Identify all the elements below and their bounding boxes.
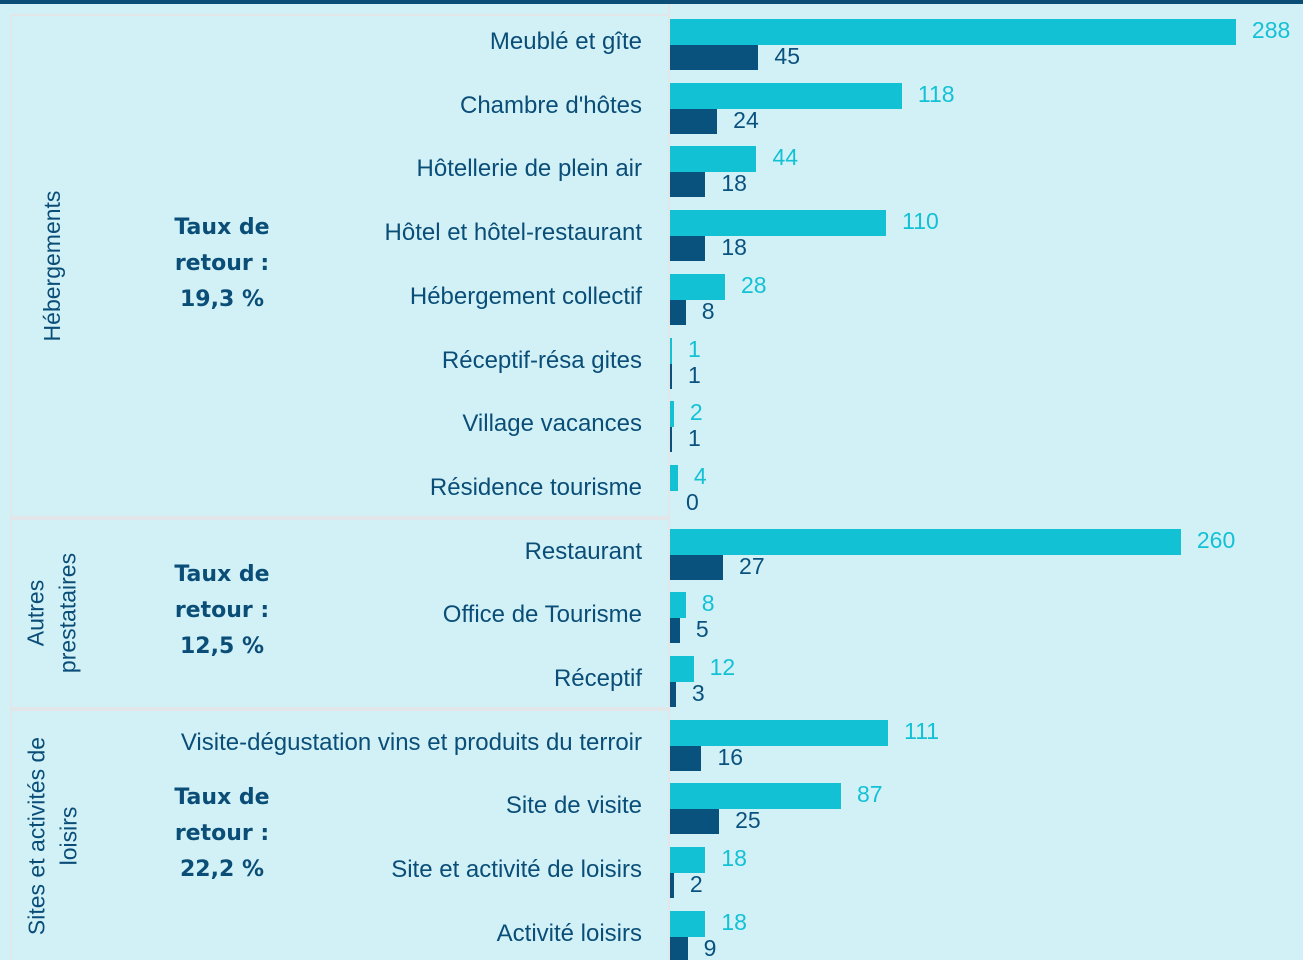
category-label: Site et activité de loisirs bbox=[391, 856, 642, 884]
group-box bbox=[10, 14, 670, 518]
bar bbox=[670, 45, 759, 70]
bar bbox=[670, 809, 720, 835]
value-label: 1 bbox=[687, 335, 701, 362]
bar bbox=[670, 873, 674, 899]
value-label: 18 bbox=[721, 234, 747, 261]
bar bbox=[670, 528, 1181, 555]
bar bbox=[670, 745, 702, 771]
bar bbox=[670, 337, 672, 364]
value-label: 0 bbox=[686, 488, 699, 515]
bar bbox=[670, 236, 706, 262]
value-label: 5 bbox=[695, 616, 709, 643]
bar bbox=[670, 682, 676, 707]
bar bbox=[670, 299, 686, 325]
bar bbox=[670, 82, 902, 109]
divider bbox=[668, 4, 670, 960]
bar bbox=[670, 146, 757, 173]
bar bbox=[670, 210, 887, 237]
value-label: 4 bbox=[693, 462, 707, 489]
value-label: 2 bbox=[689, 399, 703, 426]
value-label: 16 bbox=[717, 743, 744, 770]
bar bbox=[670, 618, 680, 644]
category-label: Restaurant bbox=[524, 537, 642, 565]
group-label: Sites et activités de loisirs bbox=[23, 737, 82, 936]
value-label: 1 bbox=[687, 361, 701, 388]
value-label: 2 bbox=[689, 871, 703, 898]
value-label: 1 bbox=[687, 425, 701, 452]
bar bbox=[670, 554, 724, 580]
value-label: 12 bbox=[709, 654, 736, 680]
bar bbox=[670, 464, 678, 491]
value-label: 18 bbox=[721, 170, 747, 197]
value-label: 45 bbox=[774, 43, 801, 69]
value-label: 24 bbox=[733, 106, 759, 133]
bar bbox=[670, 783, 841, 810]
category-label: Chambre d'hôtes bbox=[459, 91, 642, 119]
value-label: 111 bbox=[904, 717, 940, 744]
value-label: 118 bbox=[917, 80, 955, 107]
bar bbox=[670, 172, 706, 198]
group-note: Taux de retour : 12,5 % bbox=[174, 562, 270, 660]
bar bbox=[670, 19, 1236, 45]
top-band bbox=[0, 0, 1303, 4]
category-label: Office de Tourisme bbox=[442, 601, 642, 629]
value-label: 9 bbox=[703, 934, 717, 960]
bar bbox=[670, 847, 706, 874]
value-label: 44 bbox=[772, 144, 799, 171]
category-label: Résidence tourisme bbox=[429, 473, 642, 501]
category-label: Réceptif-résa gites bbox=[441, 346, 642, 374]
value-label: 25 bbox=[735, 807, 761, 834]
bar bbox=[670, 656, 694, 682]
group-box bbox=[10, 708, 670, 960]
category-label: Site de visite bbox=[505, 792, 642, 820]
category-label: Hôtellerie de plein air bbox=[416, 155, 642, 183]
bar bbox=[670, 427, 672, 453]
category-label: Village vacances bbox=[462, 410, 642, 438]
bar bbox=[670, 401, 674, 428]
value-label: 87 bbox=[856, 781, 883, 808]
bar bbox=[670, 108, 718, 134]
value-label: 18 bbox=[721, 845, 747, 872]
value-label: 260 bbox=[1196, 526, 1236, 553]
category-label: Meublé et gîte bbox=[489, 28, 642, 55]
group-note: Taux de retour : 19,3 % bbox=[174, 214, 270, 312]
bar bbox=[670, 936, 688, 960]
group-note: Taux de retour : 22,2 % bbox=[174, 785, 270, 883]
value-label: 8 bbox=[701, 590, 715, 617]
value-label: 110 bbox=[902, 208, 939, 235]
group-label: Autres prestataires bbox=[23, 553, 81, 674]
bar bbox=[670, 273, 726, 300]
category-label: Activité loisirs bbox=[496, 919, 642, 947]
category-label: Hébergement collectif bbox=[409, 282, 642, 310]
value-label: 18 bbox=[721, 908, 747, 935]
value-label: 28 bbox=[741, 271, 767, 298]
bar bbox=[670, 719, 889, 746]
category-label: Hôtel et hôtel-restaurant bbox=[384, 219, 642, 247]
category-label: Réceptif bbox=[553, 665, 642, 692]
bar bbox=[670, 363, 672, 389]
value-label: 3 bbox=[691, 680, 705, 706]
value-label: 288 bbox=[1251, 17, 1291, 43]
group-box bbox=[10, 517, 670, 709]
bar bbox=[670, 592, 686, 619]
category-label: Visite-dégustation vins et produits du t… bbox=[180, 728, 642, 756]
group-label: Hébergements bbox=[39, 190, 65, 342]
value-label: 27 bbox=[739, 552, 765, 579]
value-label: 8 bbox=[701, 297, 715, 324]
bar bbox=[670, 910, 706, 937]
